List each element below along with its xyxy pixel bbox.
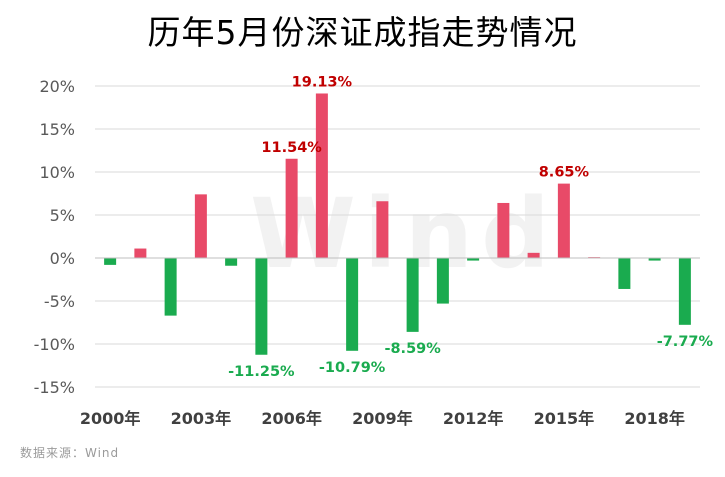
bars bbox=[104, 93, 691, 355]
y-tick-label: -10% bbox=[34, 335, 75, 354]
data-source: 数据来源：Wind bbox=[20, 446, 120, 460]
y-tick-label: 10% bbox=[39, 163, 75, 182]
x-tick-label: 2012年 bbox=[443, 409, 504, 428]
x-tick-label: 2018年 bbox=[624, 409, 685, 428]
bar bbox=[285, 158, 298, 258]
data-label: 11.54% bbox=[261, 140, 322, 156]
data-label: -11.25% bbox=[228, 364, 295, 380]
bar bbox=[164, 258, 177, 316]
x-tick-label: 2000年 bbox=[80, 409, 141, 428]
x-axis-ticks: 2000年 2003年 2006年 2009年 2012年 2015年 2018年 bbox=[80, 409, 685, 428]
data-label: -10.79% bbox=[319, 360, 386, 376]
y-tick-label: 5% bbox=[50, 206, 75, 225]
chart-title: 历年5月份深证成指走势情况 bbox=[147, 13, 578, 52]
y-tick-label: -15% bbox=[34, 378, 75, 397]
bar bbox=[618, 258, 631, 289]
y-tick-label: 20% bbox=[39, 77, 75, 96]
bar bbox=[467, 258, 480, 261]
bar bbox=[648, 258, 661, 261]
y-tick-label: -5% bbox=[44, 292, 75, 311]
bar bbox=[376, 201, 389, 258]
bar bbox=[436, 258, 449, 304]
bar bbox=[497, 202, 510, 258]
gridlines bbox=[95, 85, 700, 388]
bar bbox=[346, 258, 359, 351]
y-tick-label: 0% bbox=[50, 249, 75, 268]
data-label: -7.77% bbox=[657, 334, 714, 350]
y-axis-ticks: 20% 15% 10% 5% 0% -5% -10% -15% bbox=[34, 77, 75, 397]
data-labels: -11.25% 11.54% 19.13% -10.79% -8.59% 8.65% -7.… bbox=[228, 74, 713, 379]
data-label: 8.65% bbox=[539, 165, 590, 181]
bar bbox=[255, 258, 268, 355]
x-tick-label: 2009年 bbox=[352, 409, 413, 428]
bar bbox=[406, 258, 419, 332]
bar bbox=[194, 194, 207, 258]
x-tick-label: 2006年 bbox=[261, 409, 322, 428]
bar bbox=[557, 183, 570, 258]
bar bbox=[134, 248, 147, 258]
data-label: -8.59% bbox=[384, 341, 441, 357]
data-label: 19.13% bbox=[292, 74, 353, 90]
bar bbox=[527, 252, 540, 258]
bar bbox=[315, 93, 328, 259]
bar bbox=[678, 258, 691, 325]
bar bbox=[225, 258, 238, 266]
x-tick-label: 2015年 bbox=[534, 409, 595, 428]
bar bbox=[104, 258, 117, 265]
x-tick-label: 2003年 bbox=[171, 409, 232, 428]
y-tick-label: 15% bbox=[39, 120, 75, 139]
